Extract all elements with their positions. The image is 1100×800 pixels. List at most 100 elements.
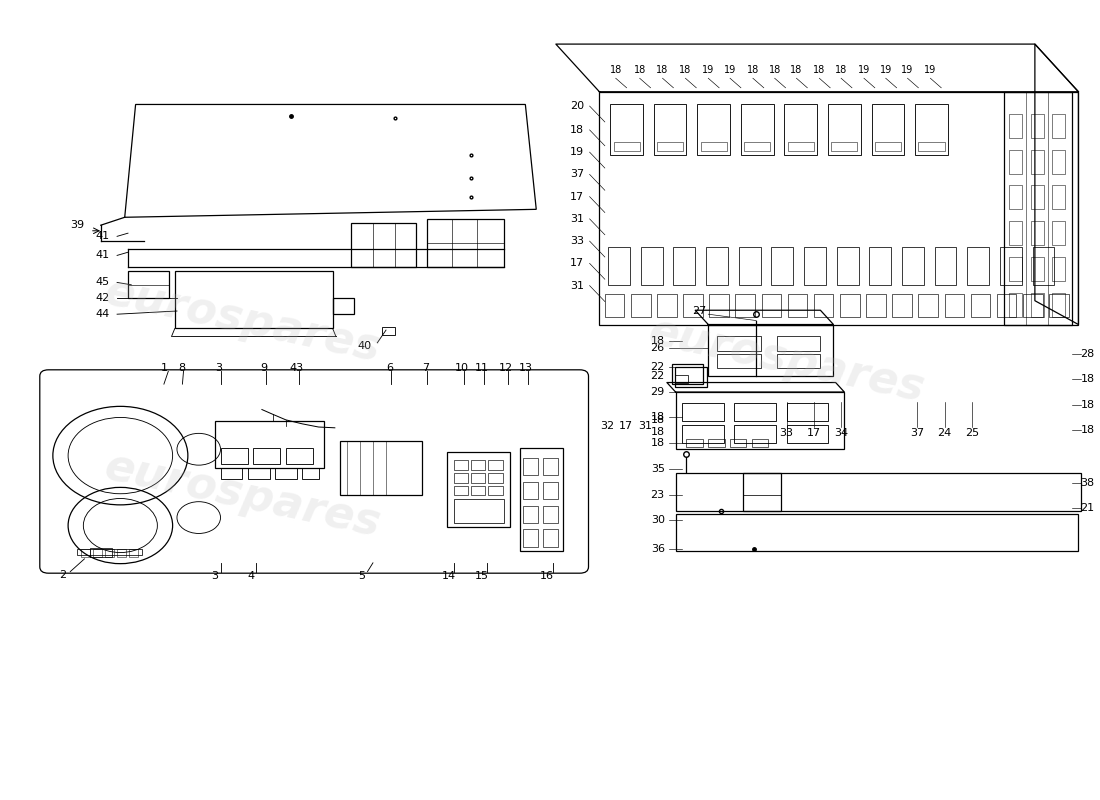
Bar: [697, 104, 730, 155]
Bar: [340, 442, 422, 495]
Text: 18: 18: [650, 426, 664, 437]
Bar: [739, 246, 760, 285]
Bar: [874, 142, 901, 151]
Bar: [351, 223, 417, 266]
Bar: [761, 294, 781, 317]
Bar: [117, 550, 125, 558]
Bar: [488, 473, 503, 482]
Text: 18: 18: [650, 415, 664, 425]
Bar: [382, 327, 395, 335]
Bar: [1009, 150, 1022, 174]
Text: 18: 18: [657, 66, 669, 75]
Text: 18: 18: [650, 413, 664, 422]
Bar: [447, 452, 510, 527]
Bar: [832, 142, 857, 151]
Text: 17: 17: [570, 258, 584, 268]
Bar: [542, 530, 558, 547]
Bar: [1053, 114, 1066, 138]
Text: 42: 42: [96, 294, 110, 303]
Bar: [220, 448, 248, 463]
Text: 15: 15: [475, 571, 488, 582]
Bar: [1049, 294, 1068, 317]
Bar: [730, 439, 747, 447]
Bar: [1009, 293, 1022, 317]
Text: 19: 19: [724, 66, 736, 75]
Bar: [918, 294, 938, 317]
Text: 45: 45: [96, 278, 110, 287]
Bar: [918, 142, 945, 151]
Bar: [453, 473, 468, 482]
Bar: [915, 104, 948, 155]
Bar: [1031, 293, 1044, 317]
Bar: [751, 439, 768, 447]
Text: 17: 17: [806, 428, 821, 438]
Text: 27: 27: [692, 306, 706, 316]
Text: 18: 18: [813, 66, 825, 75]
Bar: [286, 448, 313, 463]
Text: 19: 19: [858, 66, 870, 75]
Bar: [1033, 246, 1055, 285]
Bar: [675, 514, 1078, 551]
Bar: [488, 460, 503, 470]
Bar: [717, 354, 760, 368]
Bar: [777, 354, 821, 368]
Bar: [786, 426, 828, 443]
Bar: [1000, 246, 1022, 285]
Text: 22: 22: [650, 371, 664, 381]
Text: 18: 18: [609, 66, 622, 75]
Bar: [81, 550, 90, 558]
Text: 18: 18: [634, 66, 646, 75]
Bar: [970, 294, 990, 317]
Bar: [777, 337, 821, 350]
Bar: [542, 482, 558, 499]
Text: 26: 26: [650, 343, 664, 354]
Text: 43: 43: [289, 363, 304, 374]
Bar: [997, 294, 1016, 317]
Text: 17: 17: [570, 192, 584, 202]
Text: 36: 36: [651, 544, 664, 554]
Text: 8: 8: [178, 363, 185, 374]
Bar: [735, 403, 776, 421]
Bar: [175, 271, 332, 329]
Bar: [520, 448, 563, 551]
Text: 33: 33: [570, 236, 584, 246]
Text: 18: 18: [835, 66, 847, 75]
Text: 20: 20: [570, 101, 584, 111]
Bar: [471, 460, 485, 470]
Text: 33: 33: [780, 428, 794, 438]
Text: 38: 38: [1080, 478, 1094, 488]
Bar: [837, 246, 858, 285]
Text: 19: 19: [702, 66, 714, 75]
Bar: [608, 246, 630, 285]
Text: 41: 41: [96, 231, 110, 242]
Bar: [302, 467, 319, 479]
Text: 18: 18: [570, 125, 584, 135]
Bar: [869, 246, 891, 285]
Text: 14: 14: [442, 571, 456, 582]
Text: 17: 17: [618, 422, 632, 431]
Bar: [77, 549, 142, 555]
Text: 31: 31: [638, 422, 652, 431]
Bar: [674, 374, 688, 382]
Bar: [1053, 257, 1066, 281]
Bar: [1009, 257, 1022, 281]
Text: eurospares: eurospares: [100, 445, 384, 546]
Text: 37: 37: [570, 170, 584, 179]
Bar: [657, 142, 683, 151]
Bar: [708, 439, 725, 447]
Bar: [453, 499, 504, 523]
Text: 19: 19: [570, 147, 584, 157]
Bar: [524, 482, 538, 499]
Bar: [840, 294, 859, 317]
Text: 31: 31: [570, 214, 584, 224]
Bar: [686, 439, 703, 447]
Bar: [945, 294, 964, 317]
Text: 18: 18: [650, 336, 664, 346]
Bar: [788, 294, 807, 317]
Text: 9: 9: [261, 363, 267, 374]
Text: 12: 12: [498, 363, 513, 374]
Bar: [610, 104, 642, 155]
Text: 18: 18: [650, 438, 664, 448]
Bar: [784, 104, 817, 155]
Bar: [866, 294, 886, 317]
